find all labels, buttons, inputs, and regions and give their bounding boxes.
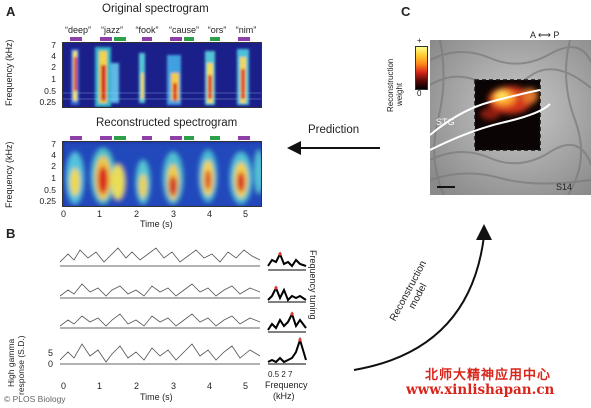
phoneme-bar bbox=[184, 37, 194, 41]
time-tick: 3 bbox=[171, 209, 177, 219]
freq-tick: 2 bbox=[51, 62, 56, 72]
original-spectrogram-title: Original spectrogram bbox=[102, 3, 209, 15]
phoneme-bar bbox=[238, 37, 250, 41]
time-tick: 1 bbox=[97, 209, 103, 219]
reconstruction-model-arrow bbox=[353, 224, 492, 371]
phoneme-bar bbox=[100, 136, 112, 140]
time-tick: 4 bbox=[207, 381, 213, 391]
freq-tick: 0.25 bbox=[39, 196, 56, 206]
freq-tick: 1 bbox=[51, 173, 56, 183]
colorbar-min: 0 bbox=[417, 89, 422, 98]
word-nim: “nim” bbox=[235, 25, 257, 35]
tuning-curve bbox=[267, 285, 307, 302]
time-tick: 2 bbox=[134, 381, 140, 391]
response-trace bbox=[60, 283, 260, 297]
freq-tick: 0.5 bbox=[44, 185, 56, 195]
freq-tick: 4 bbox=[51, 51, 56, 61]
response-trace bbox=[60, 313, 260, 327]
y-tick-5: 5 bbox=[48, 348, 54, 358]
time-axis-label-a: Time (s) bbox=[140, 219, 173, 229]
word-cause: “cause” bbox=[168, 25, 200, 35]
freq-label-b-line2: (kHz) bbox=[273, 391, 295, 401]
ap-direction-label: A ⟷ P bbox=[530, 30, 560, 40]
freq-axis-label-original: Frequency (kHz) bbox=[4, 39, 14, 106]
phoneme-bar bbox=[114, 37, 126, 41]
time-axis-label-b: Time (s) bbox=[140, 392, 173, 402]
colorbar-label-line2: weight bbox=[395, 82, 404, 106]
time-tick: 5 bbox=[243, 381, 249, 391]
time-tick: 1 bbox=[97, 381, 103, 391]
panel-b-letter: B bbox=[6, 226, 16, 241]
time-tick: 3 bbox=[171, 381, 177, 391]
response-trace bbox=[60, 343, 260, 363]
high-gamma-label-line1: High gamma bbox=[6, 338, 16, 387]
word-ors: “ors” bbox=[207, 25, 227, 35]
reconstructed-spectrogram bbox=[62, 141, 262, 207]
brain-render bbox=[430, 40, 591, 195]
panel-a-letter: A bbox=[6, 4, 16, 19]
watermark-chinese: 北师大精神应用中心 bbox=[425, 368, 552, 383]
word-deep: “deep” bbox=[64, 25, 92, 35]
panel-c-letter: C bbox=[401, 4, 411, 19]
colorbar-max: + bbox=[417, 36, 422, 45]
phoneme-bar bbox=[114, 136, 126, 140]
y-tick-0: 0 bbox=[48, 359, 54, 369]
phoneme-bar bbox=[170, 136, 182, 140]
freq-label-b-line1: Frequency bbox=[265, 380, 308, 390]
phoneme-bar bbox=[142, 37, 152, 41]
time-tick: 0 bbox=[61, 381, 67, 391]
tuning-curve bbox=[267, 311, 307, 331]
colorbar-label: Reconstruction weight bbox=[386, 59, 404, 112]
time-tick: 5 bbox=[243, 209, 249, 219]
freq-tick: 7 bbox=[51, 40, 56, 50]
original-spectrogram bbox=[62, 42, 262, 108]
reconstructed-spectrogram-image bbox=[63, 142, 261, 206]
phoneme-bar bbox=[100, 37, 112, 41]
freq-tick: 2 bbox=[51, 161, 56, 171]
phoneme-bar bbox=[170, 37, 182, 41]
watermark-url: www.xinlishapan.cn bbox=[406, 382, 555, 398]
stg-label: STG bbox=[436, 117, 455, 127]
scale-bar bbox=[437, 186, 455, 188]
electrode-grid bbox=[474, 79, 541, 151]
freq-tick: 0.5 bbox=[44, 86, 56, 96]
phoneme-bar bbox=[210, 136, 220, 140]
credit-label: © PLOS Biology bbox=[4, 394, 66, 404]
freq-tuning-label: Frequency tuning bbox=[308, 250, 318, 320]
response-trace bbox=[60, 247, 260, 263]
freq-tick: 1 bbox=[51, 74, 56, 84]
time-tick: 2 bbox=[134, 209, 140, 219]
phoneme-bar bbox=[142, 136, 152, 140]
frequency-tuning-curves bbox=[267, 251, 307, 365]
stg-outline bbox=[430, 89, 541, 136]
freq-axis-label-reconstructed: Frequency (kHz) bbox=[4, 141, 14, 208]
brain-surface-image bbox=[430, 40, 591, 195]
subject-label: S14 bbox=[556, 182, 573, 192]
high-gamma-axis-label: High gamma response (S.D.) bbox=[6, 335, 26, 395]
freq-ticks-b: 0.5 2 7 bbox=[268, 370, 293, 379]
time-tick: 4 bbox=[207, 209, 213, 219]
freq-tick: 7 bbox=[51, 139, 56, 149]
tuning-curve bbox=[267, 336, 307, 364]
phoneme-bar bbox=[210, 37, 220, 41]
freq-tick: 0.25 bbox=[39, 97, 56, 107]
neural-response-traces bbox=[60, 247, 260, 365]
original-spectrogram-image bbox=[63, 43, 261, 107]
prediction-arrow bbox=[287, 141, 380, 155]
phoneme-bar bbox=[70, 37, 82, 41]
phoneme-bar bbox=[184, 136, 194, 140]
time-tick: 0 bbox=[61, 209, 67, 219]
phoneme-bar bbox=[70, 136, 82, 140]
word-jazz: “jazz” bbox=[101, 25, 123, 35]
word-fook: “fook” bbox=[135, 25, 159, 35]
tuning-curve bbox=[267, 251, 307, 268]
colorbar bbox=[415, 46, 428, 90]
reconstructed-spectrogram-title: Reconstructed spectrogram bbox=[96, 117, 238, 129]
high-gamma-label-line2: response (S.D.) bbox=[16, 335, 26, 395]
phoneme-bar bbox=[238, 136, 250, 140]
freq-tick: 4 bbox=[51, 150, 56, 160]
prediction-label: Prediction bbox=[308, 124, 360, 136]
colorbar-label-line1: Reconstruction bbox=[386, 58, 395, 112]
